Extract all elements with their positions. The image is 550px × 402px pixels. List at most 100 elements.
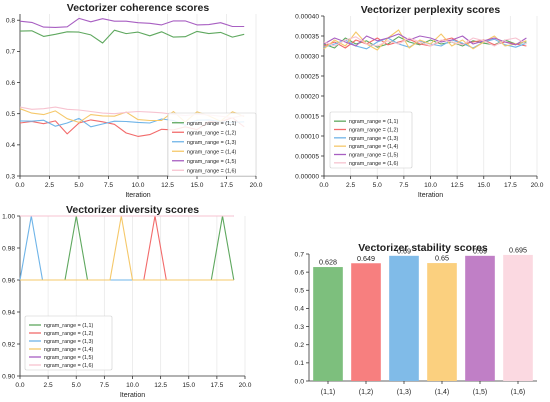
y-tick-label: 0.3 (295, 324, 305, 331)
x-tick-label: 0.0 (15, 382, 24, 389)
x-tick-label: 10.0 (424, 182, 437, 189)
bar-6 (503, 254, 533, 381)
x-tick-label: 17.5 (220, 182, 233, 189)
x-axis-label: Iteration (418, 192, 443, 199)
x-tick-label: 20.0 (531, 182, 544, 189)
x-tick-label: 5.0 (72, 382, 81, 389)
bar-1 (313, 267, 343, 381)
chart-title: Vectorizer perplexity scores (361, 4, 501, 16)
y-tick-label: 1.00 (2, 213, 15, 220)
bar-value-label: 0.65 (435, 254, 449, 263)
x-tick-label: 20.0 (239, 382, 252, 389)
x-tick-label: 17.5 (210, 382, 223, 389)
y-tick-label: 0.2 (295, 342, 305, 349)
y-tick-label: 0.5 (295, 288, 305, 295)
y-tick-label: 0.00010 (295, 133, 319, 140)
y-tick-label: 0.00030 (295, 53, 319, 60)
x-tick-label: (1,1) (321, 389, 335, 396)
legend-label: ngram_range = (1,3) (349, 136, 398, 142)
bar-2 (351, 263, 381, 381)
y-tick-label: 0.96 (2, 277, 15, 284)
x-tick-label: 15.0 (182, 382, 195, 389)
series-line-5 (19, 17, 245, 28)
x-axis-label: Iteration (125, 192, 150, 199)
x-tick-label: 2.5 (44, 382, 53, 389)
legend-label: ngram_range = (1,5) (349, 153, 398, 159)
bar-value-label: 0.695 (509, 245, 527, 254)
x-tick-label: 10.0 (126, 382, 139, 389)
x-tick-label: 12.5 (161, 182, 174, 189)
x-tick-label: 12.5 (154, 382, 167, 389)
chart-2: Vectorizer perplexity scores 0.0 2.5 5.0 7.5… (295, 4, 544, 199)
y-tick-label: 0.00035 (295, 33, 319, 40)
x-tick-label: 7.5 (100, 382, 109, 389)
x-tick-label: (1,4) (435, 389, 449, 396)
y-tick-label: 0.6 (295, 269, 305, 276)
y-tick-label: 0.92 (2, 341, 15, 348)
legend-label: ngram_range = (1,3) (44, 339, 93, 345)
bar-value-label: 0.649 (357, 254, 375, 263)
x-tick-label: 7.5 (104, 182, 113, 189)
y-tick-label: 0.4 (6, 142, 15, 149)
x-tick-label: 10.0 (132, 182, 145, 189)
bar-4 (427, 263, 457, 381)
series-line-1 (19, 29, 245, 44)
legend: ngram_range = (1,1) ngram_range = (1,2) ng… (167, 112, 257, 177)
y-tick-label: 0.8 (6, 18, 15, 25)
legend-label: ngram_range = (1,4) (349, 144, 398, 150)
legend-label: ngram_range = (1,6) (44, 363, 93, 369)
bar-5 (465, 255, 495, 381)
x-tick-label: 12.5 (451, 182, 464, 189)
y-tick-label: 0.5 (6, 111, 15, 118)
series-line-5 (323, 33, 527, 47)
y-tick-label: 0.00005 (295, 153, 319, 160)
bar-value-label: 0.69 (397, 246, 411, 255)
x-tick-label: 2.5 (346, 182, 355, 189)
legend-label: ngram_range = (1,6) (349, 161, 398, 167)
x-tick-label: (1,2) (359, 389, 373, 396)
legend-label: ngram_range = (1,4) (44, 347, 93, 353)
legend-box (329, 111, 413, 169)
chart-title: Vectorizer diversity scores (66, 204, 199, 216)
y-tick-label: 0.1 (295, 360, 305, 367)
x-tick-label: (1,6) (511, 389, 525, 396)
y-tick-label: 0.00020 (295, 93, 319, 100)
y-tick-label: 0.00025 (295, 73, 319, 80)
x-tick-label: 17.5 (504, 182, 517, 189)
x-axis-label: Iteration (120, 392, 145, 399)
x-tick-label: (1,5) (473, 389, 487, 396)
legend-label: ngram_range = (1,1) (349, 119, 398, 125)
legend-label: ngram_range = (1,2) (44, 331, 93, 337)
legend-label: ngram_range = (1,5) (187, 159, 236, 165)
y-tick-label: 0.7 (295, 251, 305, 258)
chart-title: Vectorizer stability scores (358, 242, 488, 254)
x-tick-label: 5.0 (373, 182, 382, 189)
bar-3 (389, 255, 419, 381)
legend-label: ngram_range = (1,4) (187, 149, 236, 155)
chart-title: Vectorizer coherence scores (67, 2, 210, 14)
legend-box (167, 112, 257, 177)
y-tick-label: 0.0 (295, 378, 305, 385)
bar-value-label: 0.628 (319, 258, 337, 267)
y-tick-label: 0.6 (6, 80, 15, 87)
x-tick-label: 0.0 (15, 182, 24, 189)
y-tick-label: 0.3 (6, 173, 15, 180)
y-tick-label: 0.00000 (295, 173, 319, 180)
y-tick-label: 0.94 (2, 309, 15, 316)
legend-label: ngram_range = (1,3) (187, 140, 236, 146)
x-tick-label: 0.0 (319, 182, 328, 189)
y-tick-label: 0.90 (2, 373, 15, 380)
legend-label: ngram_range = (1,1) (44, 323, 93, 329)
legend-box (24, 315, 113, 371)
x-tick-label: 15.0 (477, 182, 490, 189)
legend-label: ngram_range = (1,1) (187, 121, 236, 127)
x-tick-label: 2.5 (45, 182, 54, 189)
chart-4: Vectorizer stability scores 0.0 0.1 0.2 0.3 0… (295, 242, 537, 396)
x-tick-label: 20.0 (250, 182, 263, 189)
chart-3: Vectorizer diversity scores 0.0 2.5 5.0 7.5 1… (2, 204, 252, 399)
y-tick-label: 0.7 (6, 49, 15, 56)
x-tick-label: (1,3) (397, 389, 411, 396)
x-tick-label: 5.0 (74, 182, 83, 189)
y-tick-label: 0.00015 (295, 113, 319, 120)
